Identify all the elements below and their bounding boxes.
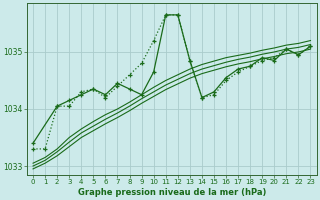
X-axis label: Graphe pression niveau de la mer (hPa): Graphe pression niveau de la mer (hPa) xyxy=(77,188,266,197)
